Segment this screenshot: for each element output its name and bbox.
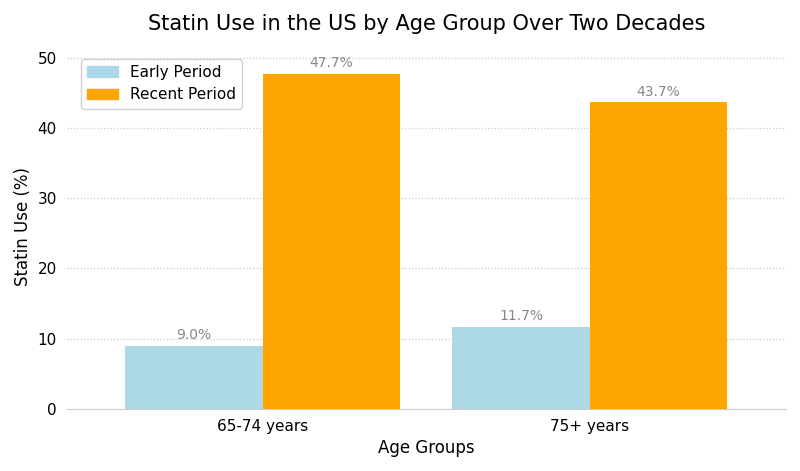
X-axis label: Age Groups: Age Groups [378,439,474,457]
Text: 43.7%: 43.7% [637,84,681,98]
Title: Statin Use in the US by Age Group Over Two Decades: Statin Use in the US by Age Group Over T… [148,14,705,34]
Bar [590,102,727,409]
Text: 47.7%: 47.7% [310,57,354,71]
Text: 9.0%: 9.0% [177,328,212,342]
Legend: Early Period, Recent Period: Early Period, Recent Period [82,59,242,109]
Y-axis label: Statin Use (%): Statin Use (%) [14,167,32,286]
Bar [126,346,262,409]
Text: 11.7%: 11.7% [499,309,543,323]
Bar [453,327,590,409]
Bar [262,74,400,409]
